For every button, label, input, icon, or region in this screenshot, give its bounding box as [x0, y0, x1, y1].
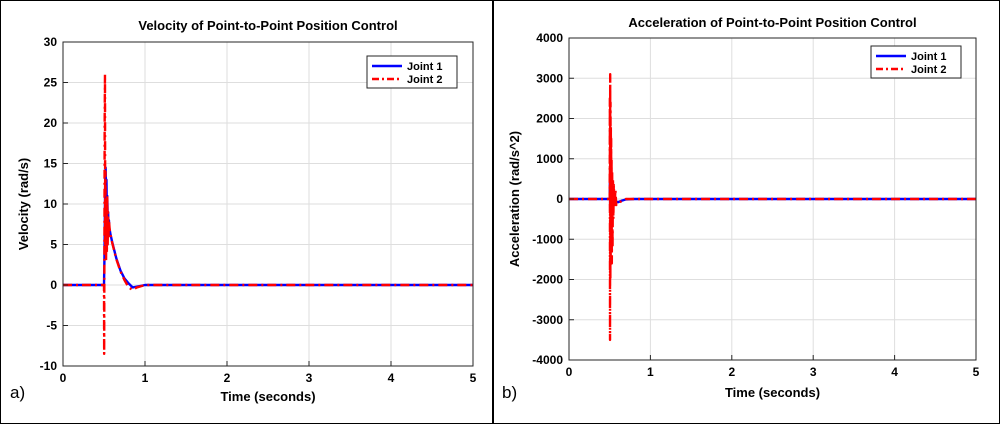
- chart-title: Velocity of Point-to-Point Position Cont…: [138, 18, 397, 33]
- x-tick-label: 5: [470, 371, 477, 385]
- legend-label-joint-2: Joint 2: [407, 74, 442, 86]
- y-tick-label: 30: [44, 35, 58, 49]
- x-tick-label: 5: [973, 365, 980, 379]
- x-tick-label: 2: [728, 365, 735, 379]
- y-tick-label: -5: [46, 319, 57, 333]
- y-tick-label: -3000: [532, 313, 563, 327]
- y-tick-label: 2000: [536, 112, 563, 126]
- x-tick-label: 4: [388, 371, 395, 385]
- legend-box: [870, 45, 962, 79]
- series-line-joint-2: [569, 73, 976, 342]
- y-axis-label: Velocity (rad/s): [16, 158, 31, 250]
- velocity-panel: 0 1 2 3 4 5 -10 -5 0 5 10 15 20 25 30 Velocity of Point…: [0, 0, 493, 424]
- legend-label-joint-1: Joint 1: [911, 51, 946, 63]
- x-tick-label: 0: [566, 365, 573, 379]
- y-tick-label: 3000: [536, 71, 563, 85]
- x-tick-label: 3: [306, 371, 313, 385]
- x-axis-label: Time (seconds): [725, 385, 820, 400]
- y-tick-label: 5: [50, 238, 57, 252]
- acceleration-chart: 0 1 2 3 4 5 -4000 -3000 -2000 -1000 0 1000 2000 3000 4…: [502, 15, 980, 402]
- panel-label: a): [10, 383, 25, 402]
- x-tick-label: 3: [810, 365, 817, 379]
- y-tick-label: 15: [44, 157, 58, 171]
- x-axis-label: Time (seconds): [220, 389, 315, 404]
- y-tick-label: 20: [44, 116, 58, 130]
- y-tick-label: -1000: [532, 232, 563, 246]
- y-tick-label: 0: [556, 192, 563, 206]
- x-tick-label: 1: [647, 365, 654, 379]
- panel-label: b): [502, 383, 517, 402]
- legend-label-joint-2: Joint 2: [911, 64, 946, 76]
- y-tick-label: -2000: [532, 273, 563, 287]
- y-tick-label: 25: [44, 76, 58, 90]
- chart-title: Acceleration of Point-to-Point Position …: [628, 15, 916, 30]
- y-tick-label: 1000: [536, 152, 563, 166]
- y-axis-label: Acceleration (rad/s^2): [507, 131, 522, 267]
- y-tick-label: 4000: [536, 31, 563, 45]
- x-tick-label: 2: [224, 371, 231, 385]
- x-tick-label: 4: [891, 365, 898, 379]
- x-tick-label: 0: [60, 371, 67, 385]
- y-tick-label: -4000: [532, 353, 563, 367]
- legend-box: [366, 55, 458, 89]
- velocity-chart: 0 1 2 3 4 5 -10 -5 0 5 10 15 20 25 30 Velocity of Point…: [10, 18, 477, 404]
- y-tick-label: 0: [50, 278, 57, 292]
- legend-label-joint-1: Joint 1: [407, 61, 442, 73]
- acceleration-panel: 0 1 2 3 4 5 -4000 -3000 -2000 -1000 0 1000 2000 3000 4…: [493, 0, 1000, 424]
- y-tick-label: 10: [44, 197, 58, 211]
- series-line-joint-2: [63, 73, 473, 356]
- y-tick-label: -10: [40, 359, 58, 373]
- x-tick-label: 1: [142, 371, 149, 385]
